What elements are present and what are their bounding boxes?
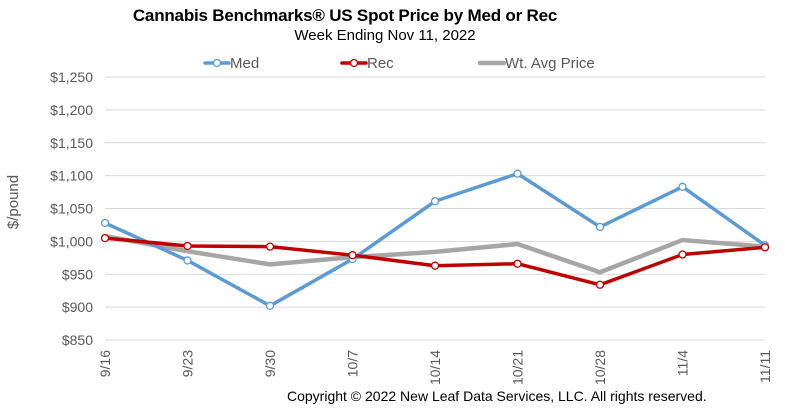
data-point-med <box>513 169 522 178</box>
chart-title: Cannabis Benchmarks® US Spot Price by Me… <box>132 6 558 25</box>
x-tick-label: 9/30 <box>262 350 278 377</box>
series-line-wt-avg-price <box>102 233 768 275</box>
gridlines <box>105 76 765 341</box>
data-point-rec <box>430 261 440 270</box>
legend-marker-med <box>212 58 222 68</box>
data-point-med <box>430 197 440 206</box>
data-point-med <box>265 301 275 310</box>
y-axis-ticks: $850 $900 $950 $1,000 $1,050 $1,100 $1,150 $1,2… <box>50 69 93 348</box>
x-tick-label: 11/4 <box>675 350 691 376</box>
y-tick-label: $1,100 <box>50 168 93 184</box>
chart-subtitle: Week Ending Nov 11, 2022 <box>294 27 476 44</box>
data-point-rec <box>183 241 192 251</box>
data-point-rec <box>348 251 357 260</box>
legend-label-rec: Rec <box>367 55 394 72</box>
data-point-rec <box>678 250 687 259</box>
data-point-med <box>678 182 687 191</box>
x-axis-ticks: 9/16 9/23 9/30 10/7 10/14 10/21 10/28 11/4 11/11 <box>97 350 773 385</box>
y-tick-label: $1,250 <box>50 69 93 85</box>
data-point-rec <box>760 243 770 252</box>
data-point-rec <box>100 233 110 243</box>
data-point-rec <box>265 242 275 251</box>
data-point-med <box>595 222 605 232</box>
x-tick-label: 11/11 <box>757 350 773 383</box>
x-tick-label: 10/14 <box>427 350 443 385</box>
y-tick-label: $900 <box>62 299 93 315</box>
y-tick-label: $1,000 <box>50 233 93 249</box>
legend-label-med: Med <box>230 55 259 72</box>
data-point-rec <box>595 280 605 289</box>
copyright-notice: Copyright © 2022 New Leaf Data Services,… <box>287 388 707 404</box>
x-tick-label: 9/23 <box>180 350 196 377</box>
x-tick-label: 10/7 <box>345 350 361 377</box>
x-tick-label: 10/28 <box>592 350 608 385</box>
y-axis-label: $/pound <box>5 175 22 229</box>
series-lines <box>100 169 770 310</box>
y-tick-label: $1,050 <box>50 201 93 217</box>
data-point-med <box>100 218 110 228</box>
y-tick-label: $1,200 <box>50 102 93 118</box>
legend: Med Rec Wt. Avg Price <box>203 55 595 72</box>
legend-label-wt-avg-price: Wt. Avg Price <box>505 55 595 72</box>
y-tick-label: $1,150 <box>50 135 93 151</box>
y-tick-label: $950 <box>62 266 93 282</box>
x-tick-label: 9/16 <box>97 350 113 377</box>
data-point-rec <box>513 259 522 268</box>
series-line-med <box>103 171 767 308</box>
legend-marker-rec <box>349 58 359 68</box>
x-tick-label: 10/21 <box>510 350 526 385</box>
data-point-med <box>183 256 192 265</box>
y-tick-label: $850 <box>62 332 93 348</box>
